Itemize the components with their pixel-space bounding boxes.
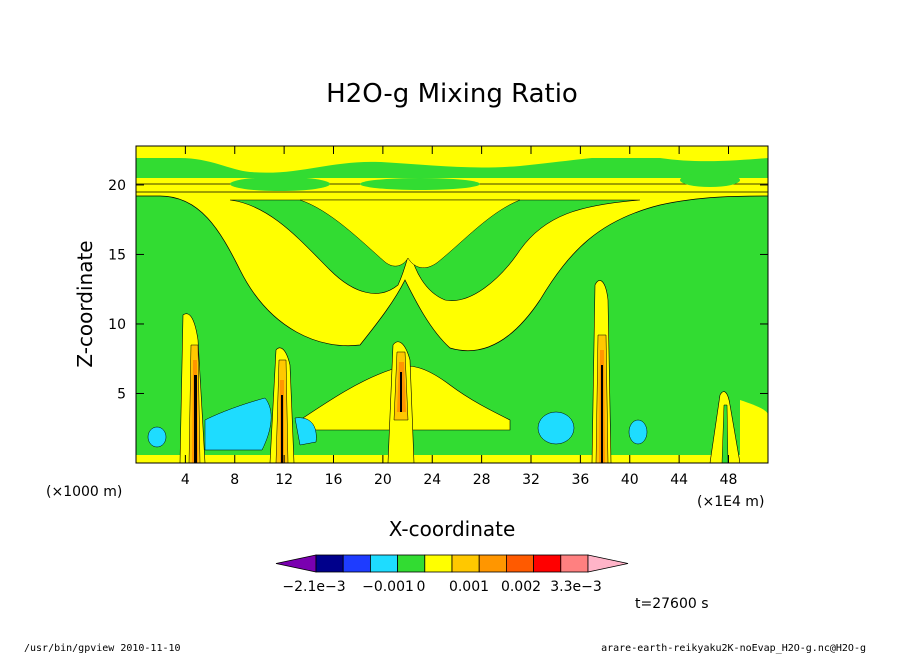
colorbar-label: 0.002 [501, 579, 541, 595]
green-lens-center [360, 178, 480, 190]
x-tick-label: 20 [374, 472, 392, 488]
plot-area [136, 146, 768, 463]
colorbar-swatch [397, 554, 426, 573]
colorbar-swatch [451, 554, 480, 573]
y-tick-label: 20 [108, 178, 126, 194]
cyan-patch-1 [204, 397, 272, 451]
colorbar-swatch [342, 554, 371, 573]
colorbar-swatch [315, 554, 344, 573]
green-lens-left [230, 177, 330, 191]
colorbar-arrow-low [275, 554, 317, 573]
x-axis-label: X-coordinate [389, 517, 516, 541]
upper-band-wave [136, 146, 768, 173]
cyan-patch-5 [628, 419, 648, 445]
x-unit-right: (×1E4 m) [697, 494, 764, 510]
colorbar-label: 0.001 [449, 579, 489, 595]
plume-yellow-core [299, 199, 521, 269]
time-label: t=27600 s [635, 596, 709, 612]
right-yellow [740, 400, 768, 463]
chart-title: H2O-g Mixing Ratio [326, 79, 578, 109]
cyan-patch-4 [147, 426, 167, 448]
plot-frame [135, 145, 769, 464]
x-ticks: 4 8 12 16 20 24 28 32 36 40 44 48 [181, 146, 738, 488]
y-ticks: 5 10 15 20 [108, 178, 768, 402]
column-x4.5 [179, 313, 206, 463]
footer-right: arare-earth-reikyaku2K-noEvap_H2O-g.nc@H… [601, 643, 866, 654]
x-tick-label: 36 [571, 472, 589, 488]
cyan-patch-3 [537, 411, 575, 445]
green-lens-right [680, 173, 740, 187]
column-x12 [269, 347, 295, 463]
x-tick-label: 48 [720, 472, 738, 488]
ground-strip [136, 455, 768, 463]
colorbar-swatch [505, 554, 534, 573]
x-tick-label: 40 [621, 472, 639, 488]
cyan-patch-2 [294, 417, 317, 446]
colorbar-swatch [533, 554, 562, 573]
colorbar-label: 3.3e−3 [550, 579, 602, 595]
x-tick-label: 32 [522, 472, 540, 488]
x-tick-label: 8 [230, 472, 239, 488]
column-x21 [387, 341, 415, 463]
column-x37.7 [591, 280, 612, 463]
colorbar [275, 554, 629, 573]
colorbar-label: 0 [417, 579, 426, 595]
column-x48 [709, 391, 741, 463]
y-tick-label: 10 [108, 317, 126, 333]
footer-left: /usr/bin/gpview 2010-11-10 [24, 643, 181, 654]
colorbar-label: −2.1e−3 [282, 579, 345, 595]
colorbar-labels: −2.1e−3 −0.001 0 0.001 0.002 3.3e−3 [282, 579, 601, 595]
colorbar-swatch [560, 554, 589, 573]
y-tick-label: 15 [108, 247, 126, 263]
x-tick-label: 4 [181, 472, 190, 488]
y-axis-label: Z-coordinate [73, 240, 97, 367]
x-tick-label: 28 [473, 472, 491, 488]
x-tick-label: 16 [325, 472, 343, 488]
x-unit-left: (×1000 m) [46, 484, 122, 500]
x-tick-label: 12 [275, 472, 293, 488]
colorbar-swatch [478, 554, 507, 573]
y-tick-label: 5 [117, 386, 126, 402]
colorbar-swatch [369, 554, 398, 573]
colorbar-swatch [424, 554, 453, 573]
x-tick-label: 24 [423, 472, 441, 488]
colorbar-arrow-high [587, 554, 629, 573]
x-tick-label: 44 [670, 472, 688, 488]
colorbar-label: −0.001 [362, 579, 414, 595]
